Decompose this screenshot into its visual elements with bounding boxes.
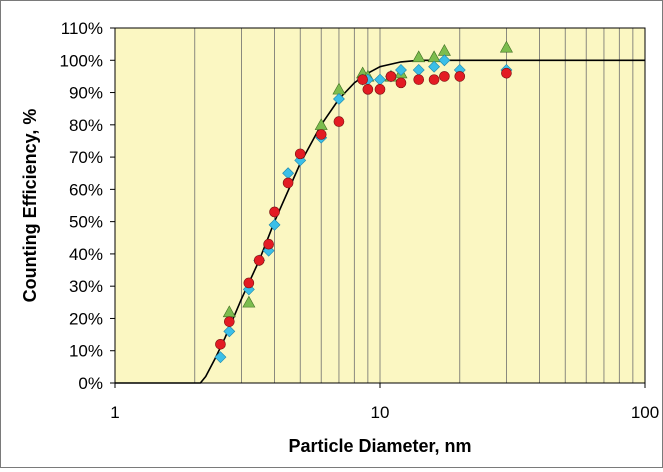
y-tick-label: 110% xyxy=(61,19,103,38)
axis-ticks: 0% 10% 20% 30% 40% 50% 60% 70% 80% 90% 100% 110% 1 10… xyxy=(60,19,660,422)
x-tick-label: 10 xyxy=(371,403,390,422)
y-tick-label: 30% xyxy=(69,277,103,296)
data-point-circle xyxy=(243,277,255,289)
data-point-circle xyxy=(374,84,386,95)
y-axis-title: Counting Efficiency, % xyxy=(20,109,40,303)
x-tick-label: 1 xyxy=(110,403,119,422)
y-tick-label: 80% xyxy=(69,116,103,135)
data-point-circle xyxy=(454,71,466,82)
data-point-diamond xyxy=(438,54,451,67)
data-point-circle xyxy=(439,71,450,82)
y-tick-label: 70% xyxy=(69,148,103,167)
data-point-circle xyxy=(224,316,235,327)
data-point-circle xyxy=(333,116,345,127)
data-point-circle xyxy=(294,148,306,160)
data-point-diamond xyxy=(214,351,227,364)
x-axis-title: Particle Diameter, nm xyxy=(288,436,471,456)
data-point-diamond xyxy=(333,93,345,105)
data-point-diamond xyxy=(395,64,407,76)
data-point-circle xyxy=(385,71,397,82)
y-tick-label: 20% xyxy=(69,309,103,328)
data-point-circle xyxy=(362,84,374,95)
data-point-circle xyxy=(315,129,327,140)
data-point-circle xyxy=(501,67,512,79)
y-tick-label: 100% xyxy=(60,51,103,70)
data-point-triangle xyxy=(412,50,426,63)
data-point-circle xyxy=(253,255,265,266)
data-point-circle xyxy=(357,74,368,85)
data-point-circle xyxy=(428,74,440,85)
data-point-triangle xyxy=(499,40,513,53)
x-tick-label: 100 xyxy=(631,403,659,422)
data-point-circle xyxy=(263,238,274,250)
data-point-circle xyxy=(413,74,425,85)
y-tick-label: 10% xyxy=(69,342,103,361)
data-point-circle xyxy=(395,77,407,89)
data-point-circle xyxy=(269,206,280,218)
y-tick-label: 50% xyxy=(69,213,103,232)
data-points xyxy=(214,40,513,364)
y-tick-label: 60% xyxy=(69,180,103,199)
y-tick-label: 0% xyxy=(78,374,103,393)
data-point-triangle xyxy=(242,295,256,308)
data-point-diamond xyxy=(223,325,236,338)
data-point-circle xyxy=(282,177,294,189)
data-point-diamond xyxy=(428,60,441,73)
data-point-diamond xyxy=(268,218,281,231)
y-tick-label: 40% xyxy=(69,245,103,264)
y-tick-label: 90% xyxy=(69,84,103,103)
data-point-circle xyxy=(215,338,226,350)
